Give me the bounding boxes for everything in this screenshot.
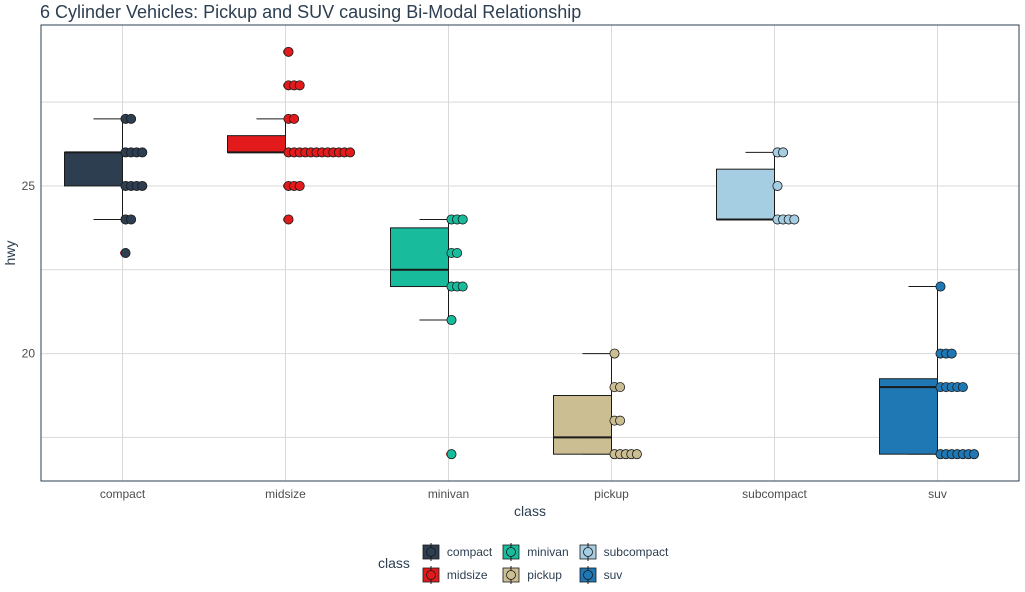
x-tick-label: suv — [928, 487, 947, 501]
x-tick-label: subcompact — [742, 487, 807, 501]
data-point-suv — [969, 449, 980, 460]
data-point-midsize — [283, 46, 294, 57]
data-point-compact — [126, 214, 137, 225]
y-axis-title: hwy — [2, 241, 18, 266]
legend-key — [502, 542, 520, 561]
data-point-minivan — [452, 247, 463, 258]
x-axis-title: class — [514, 503, 546, 519]
legend-title: class — [378, 555, 410, 571]
x-tick-label: pickup — [594, 487, 629, 501]
box-iqr — [879, 378, 938, 455]
x-tick-label: compact — [100, 487, 146, 501]
data-point-pickup — [615, 415, 626, 426]
data-point-midsize — [283, 214, 294, 225]
grid-lines — [41, 25, 1019, 481]
legend-item-pickup: pickup — [502, 563, 568, 586]
data-point-minivan — [446, 315, 457, 326]
legend-key — [422, 542, 440, 561]
box-compact — [64, 118, 125, 256]
data-point-compact — [126, 113, 137, 124]
data-point-minivan — [457, 281, 468, 292]
data-point-minivan — [446, 449, 457, 460]
data-point-compact — [137, 180, 148, 191]
data-point-compact — [137, 147, 148, 158]
legend-item-compact: compact — [422, 540, 492, 563]
plot-panel — [40, 24, 1020, 482]
data-point-pickup — [609, 348, 620, 359]
chart-title: 6 Cylinder Vehicles: Pickup and SUV caus… — [40, 2, 582, 22]
y-tick-label: 25 — [22, 179, 36, 193]
data-point-pickup — [631, 449, 642, 460]
data-point-suv — [957, 382, 968, 393]
data-point-compact — [120, 247, 131, 258]
legend-label: suv — [603, 567, 623, 582]
legend-label: midsize — [446, 567, 488, 582]
box-pickup — [553, 353, 612, 455]
legend-label: compact — [446, 544, 493, 559]
legend-items: compact midsize minivan pickup subcompact suv — [422, 540, 668, 586]
legend-key — [422, 565, 440, 584]
data-point-midsize — [294, 80, 305, 91]
data-points — [120, 46, 980, 460]
legend-item-subcompact: subcompact — [579, 540, 669, 563]
y-tick-label: 20 — [22, 347, 36, 361]
box-iqr — [553, 395, 612, 455]
box-iqr — [390, 227, 449, 288]
boxes — [64, 49, 938, 457]
legend: class compact midsize minivan pickup subcomp… — [378, 540, 668, 586]
legend-key — [579, 565, 597, 584]
data-point-subcompact — [778, 147, 789, 158]
box-iqr — [716, 168, 775, 220]
x-tick-label: midsize — [265, 487, 306, 501]
legend-item-suv: suv — [579, 563, 669, 586]
boxplot-chart: 20 25 compact midsize minivan pickup subcompac… — [2, 24, 1020, 519]
data-point-pickup — [615, 382, 626, 393]
data-point-suv — [946, 348, 957, 359]
data-point-minivan — [457, 214, 468, 225]
legend-key — [502, 565, 520, 584]
data-point-suv — [935, 281, 946, 292]
box-subcompact — [716, 151, 775, 221]
legend-key — [579, 542, 597, 561]
axes: 20 25 compact midsize minivan pickup subcompac… — [22, 179, 947, 501]
box-iqr — [64, 151, 123, 187]
data-point-subcompact — [789, 214, 800, 225]
data-point-midsize — [294, 180, 305, 191]
legend-item-minivan: minivan — [502, 540, 569, 563]
box-iqr — [227, 135, 286, 153]
box-suv — [879, 286, 938, 455]
legend-item-midsize: midsize — [422, 563, 492, 586]
legend-label: pickup — [527, 567, 562, 582]
data-point-midsize — [289, 113, 300, 124]
legend-label: subcompact — [603, 544, 669, 559]
box-minivan — [390, 218, 451, 457]
data-point-subcompact — [772, 180, 783, 191]
x-tick-label: minivan — [428, 487, 469, 501]
legend-label: minivan — [527, 544, 569, 559]
data-point-midsize — [345, 147, 356, 158]
box-midsize — [227, 49, 288, 222]
